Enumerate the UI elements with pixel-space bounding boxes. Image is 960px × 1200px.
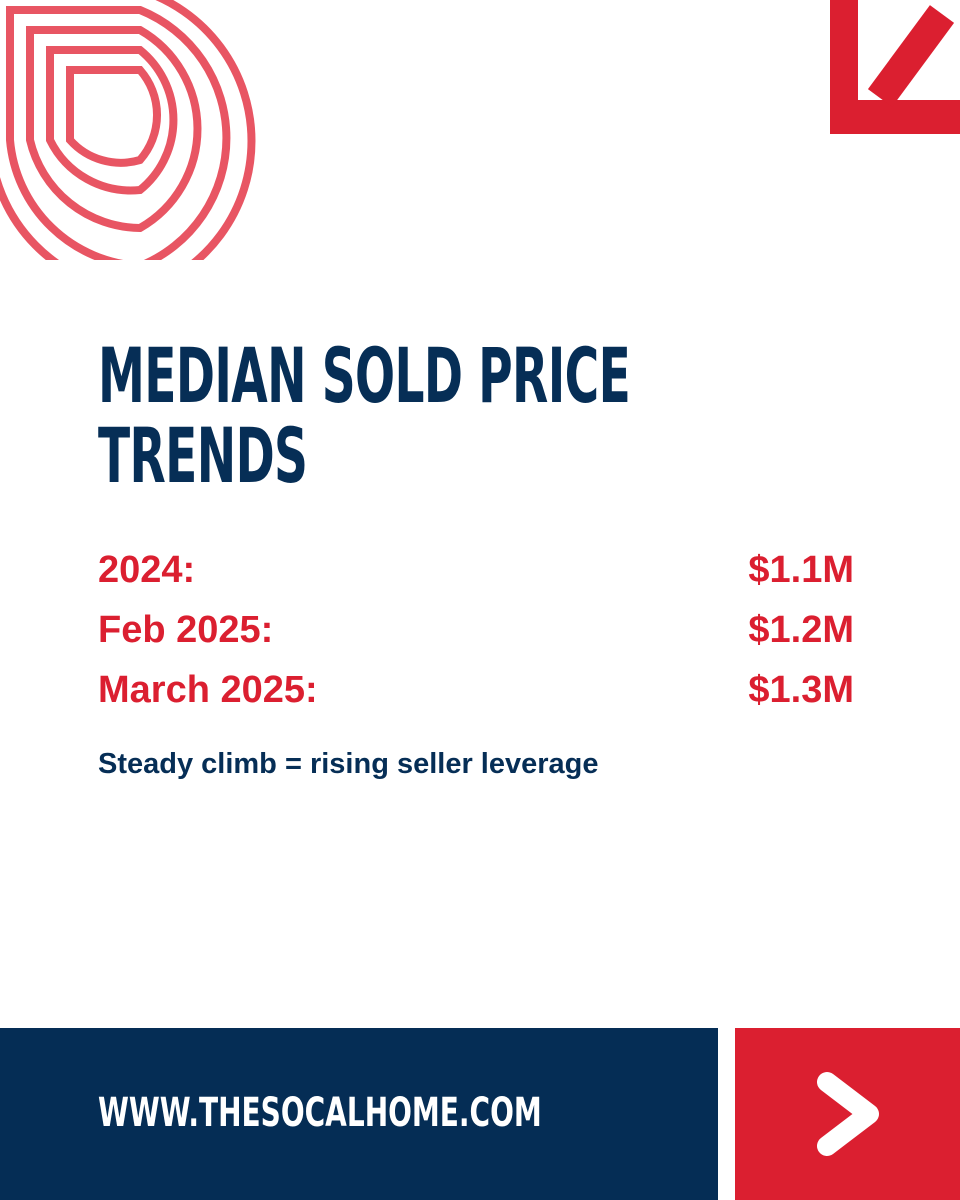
stat-row-march-2025: March 2025: $1.3M: [98, 660, 854, 720]
footer-bar: WWW.THESOCALHOME.COM: [0, 1028, 718, 1200]
stat-label: 2024:: [98, 548, 196, 591]
headline-line-2: TRENDS: [98, 411, 308, 500]
next-button[interactable]: [735, 1028, 960, 1200]
stat-value: $1.2M: [748, 608, 854, 651]
stat-value: $1.3M: [748, 668, 854, 711]
concentric-rings-icon: [0, 0, 256, 260]
chevron-right-icon: [817, 1072, 879, 1156]
price-stats-list: 2024: $1.1M Feb 2025: $1.2M March 2025: …: [98, 540, 854, 720]
stat-label: Feb 2025:: [98, 608, 274, 651]
stat-label: March 2025:: [98, 668, 318, 711]
website-link[interactable]: WWW.THESOCALHOME.COM: [98, 1090, 542, 1136]
arrow-down-left-icon: [830, 0, 960, 134]
page-title: MEDIAN SOLD PRICE TRENDS: [98, 331, 631, 500]
headline-line-1: MEDIAN SOLD PRICE: [98, 331, 631, 420]
stat-value: $1.1M: [748, 548, 854, 591]
stat-row-feb-2025: Feb 2025: $1.2M: [98, 600, 854, 660]
stat-row-2024: 2024: $1.1M: [98, 540, 854, 600]
subtitle: Steady climb = rising seller leverage: [98, 748, 599, 780]
